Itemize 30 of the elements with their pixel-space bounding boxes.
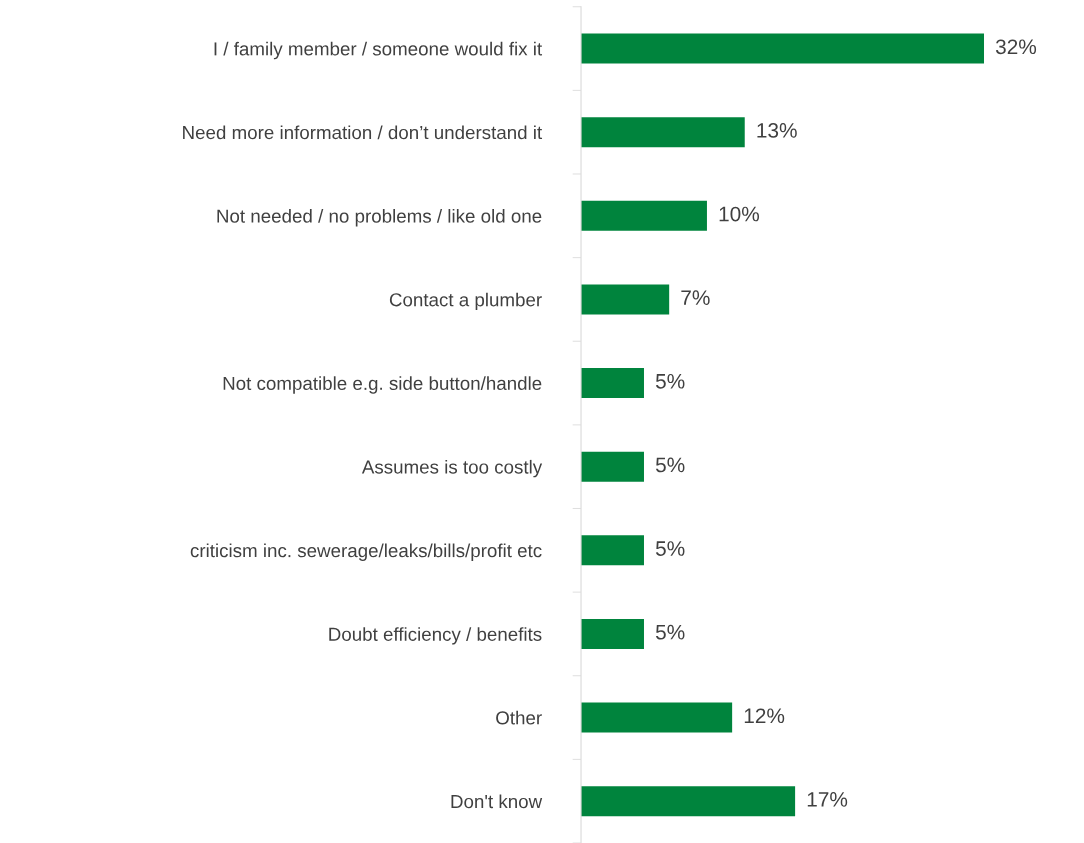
y-tick-label: Not needed / no problems / like old one [217, 209, 542, 227]
data-label: 32% [995, 39, 1037, 55]
bar [581, 786, 796, 817]
data-label: 5% [655, 624, 685, 640]
bar [581, 618, 644, 649]
bar [581, 200, 707, 231]
data-label: 17% [807, 792, 848, 807]
data-label: 5% [655, 373, 685, 389]
y-tick-label: Don't know [451, 794, 543, 809]
bar [581, 368, 644, 399]
data-label: 5% [655, 541, 685, 556]
y-tick-label: Not compatible e.g. side button/handle [223, 376, 542, 394]
bar [581, 117, 745, 148]
y-tick-label: Other [496, 710, 542, 725]
y-tick-label: Contact a plumber [389, 292, 542, 311]
bar [581, 33, 984, 64]
data-label: 13% [757, 123, 797, 138]
y-tick-label: Assumes is too costly [361, 459, 543, 478]
y-tick-label: Doubt efficiency / benefits [329, 627, 542, 645]
bar [581, 702, 733, 733]
data-label: 10% [719, 206, 760, 222]
data-label: 5% [655, 457, 685, 473]
data-label: 7% [681, 290, 710, 305]
bar [581, 451, 644, 482]
y-tick-label: I / family member / someone would fix it [214, 41, 543, 60]
y-tick-label: criticism inc. sewerage/leaks/bills/profit etc [190, 543, 542, 561]
y-tick-label: Need more information / don’t understand it [183, 125, 543, 140]
data-label: 12% [744, 708, 785, 724]
bar [581, 535, 644, 566]
bar [581, 284, 670, 315]
